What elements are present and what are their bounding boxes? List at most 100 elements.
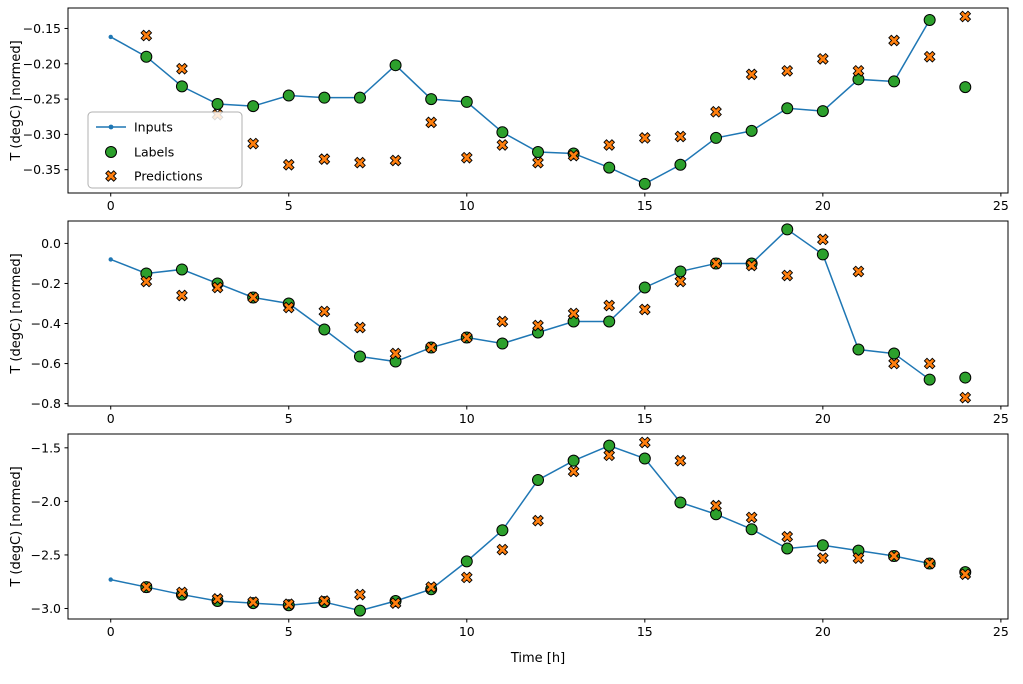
y-tick-label: −2.0 [31,494,61,509]
predictions-marker [211,281,224,294]
predictions-marker [710,257,722,270]
predictions-marker [710,105,722,118]
labels-marker [781,542,794,555]
x-tick-label: 15 [637,198,653,213]
predictions-marker [532,319,544,332]
inputs-marker [108,257,113,262]
y-tick-label: −3.0 [31,601,61,616]
legend-label-labels: Labels [134,145,174,160]
labels-marker [710,508,723,521]
labels-marker [603,161,616,174]
predictions-marker [745,511,758,524]
labels-marker [140,50,153,63]
subplot-2: 0 5 10 15 20 25 0.0 −0.2 −0.4 −0.6 −0.8 T (degC) [n… [9,220,1009,426]
y-tick-label: −0.15 [23,21,61,36]
x-tick-label: 15 [637,624,653,639]
predictions-marker [923,357,936,370]
predictions-marker [816,52,829,65]
predictions-marker [710,499,722,512]
predictions-marker [781,269,794,282]
labels-marker [496,524,509,537]
predictions-marker [176,289,188,302]
x-tick-label: 20 [815,411,831,426]
predictions-marker [247,596,260,608]
labels-marker [175,263,188,276]
predictions-marker [318,153,331,165]
predictions-marker [888,357,900,370]
x-tick-label: 25 [993,198,1009,213]
labels-marker [674,158,687,171]
labels-marker [389,59,402,72]
predictions-marker [781,64,794,77]
predictions-marker [389,154,402,167]
y-tick-label: −0.4 [31,316,61,331]
predictions-marker [176,586,188,599]
labels-marker [247,100,260,113]
predictions-marker [354,321,366,334]
legend-box [87,111,243,189]
labels-marker [638,281,651,294]
x-tick-label: 5 [285,198,293,213]
predictions-marker [888,550,900,562]
predictions-marker [888,34,900,47]
predictions-marker [674,130,687,143]
y-axis-title: T (degC) [normed] [9,253,24,374]
labels-marker [959,371,972,384]
y-tick-label: −0.8 [31,396,61,411]
x-tick-label: 0 [107,624,115,639]
labels-marker [460,95,473,108]
labels-marker [781,102,794,115]
labels-marker [496,337,509,350]
predictions-marker [140,29,153,42]
predictions-marker [282,598,295,611]
labels-marker [781,223,794,236]
y-axis-title: T (degC) [normed] [9,466,24,587]
predictions-marker [781,530,794,543]
predictions-marker [140,275,153,288]
y-tick-label: −1.5 [31,440,61,455]
labels-marker [888,347,901,360]
predictions-marker [282,301,295,314]
predictions-marker [567,465,580,478]
x-tick-label: 5 [285,411,293,426]
x-tick-label: 25 [993,411,1009,426]
inputs-marker [108,577,113,582]
y-tick-label: −2.5 [31,547,61,562]
predictions-marker [816,233,829,246]
legend-label-inputs: Inputs [134,120,173,135]
x-tick-label: 10 [459,411,475,426]
y-tick-label: −0.20 [23,56,61,71]
legend-entry-labels: Labels [105,145,174,160]
predictions-marker [354,156,366,169]
axes-frame [67,433,1009,620]
predictions-marker [603,299,616,312]
predictions-marker [460,571,473,584]
x-axis-title: Time [h] [510,651,565,666]
x-tick-label: 5 [285,624,293,639]
labels-marker [959,81,972,94]
x-tick-label: 20 [815,198,831,213]
predictions-marker [532,156,544,169]
axes-frame [67,220,1009,407]
labels-marker [710,131,723,144]
labels-marker [852,343,865,356]
predictions-marker [816,552,829,565]
labels-marker [888,75,901,88]
inputs-marker [108,34,113,40]
predictions-marker [425,581,438,593]
labels-marker [923,373,936,386]
predictions-marker [247,137,260,150]
predictions-marker [959,568,972,581]
y-tick-label: 0.0 [41,236,61,251]
x-tick-label: 10 [459,624,475,639]
y-tick-label: −0.6 [31,356,61,371]
predictions-marker [211,592,224,605]
labels-marker [816,248,829,261]
predictions-marker [532,514,544,527]
labels-marker-sample [105,146,117,158]
labels-marker [638,452,651,465]
subplot-3: 0 5 10 15 20 25 −1.5 −2.0 −2.5 −3.0 T (degC) [norm… [9,433,1009,639]
predictions-marker [674,275,687,288]
